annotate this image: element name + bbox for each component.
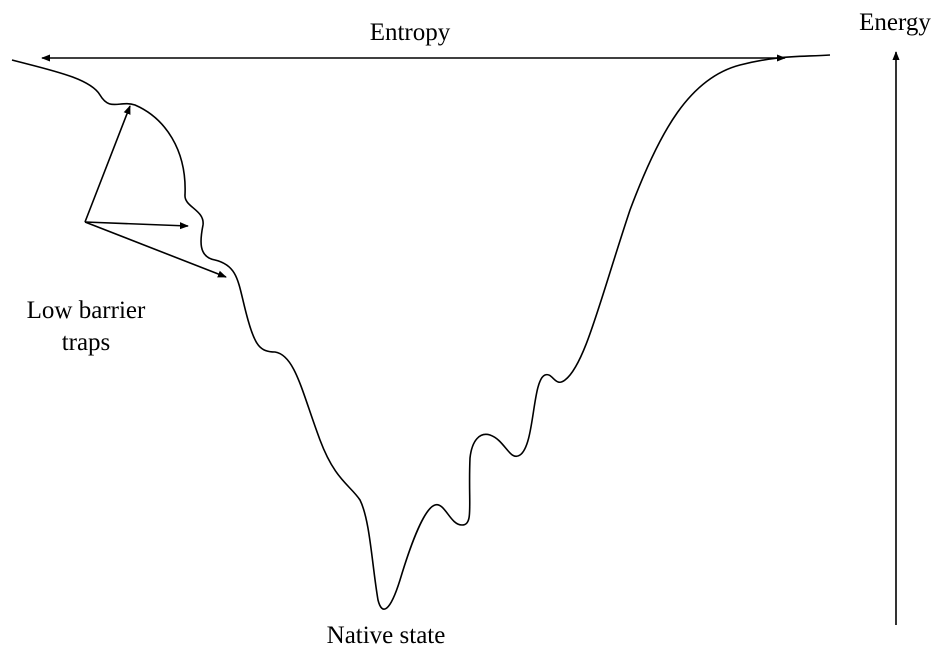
trap-arrow: [84, 221, 227, 278]
traps-label-line: traps: [62, 329, 111, 356]
energy-landscape: [11, 54, 831, 610]
trap-arrow: [84, 221, 189, 230]
trap-arrow: [84, 105, 131, 223]
traps-label-line: Low barrier: [27, 297, 146, 324]
native-state-label: Native state: [327, 622, 446, 649]
entropy-label: Entropy: [370, 19, 451, 46]
energy-label: Energy: [859, 9, 931, 36]
